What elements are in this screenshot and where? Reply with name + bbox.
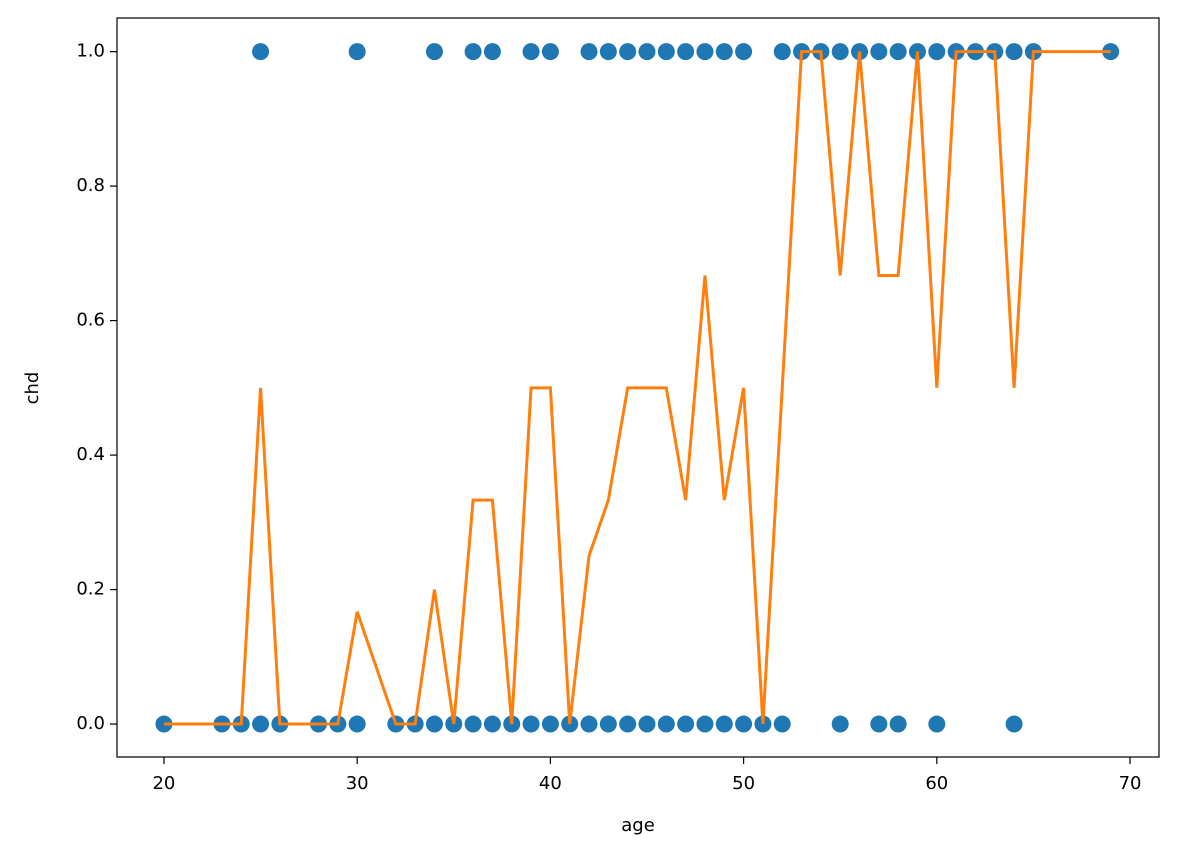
- x-tick-label: 70: [1119, 773, 1142, 794]
- y-tick-label: 0.8: [76, 175, 105, 196]
- scatter-point: [425, 43, 443, 61]
- scatter-point: [1005, 715, 1023, 733]
- scatter-point: [541, 715, 559, 733]
- scatter-point: [619, 43, 637, 61]
- scatter-point: [348, 43, 366, 61]
- scatter-point: [870, 43, 888, 61]
- x-axis-label: age: [621, 815, 655, 836]
- scatter-point: [599, 43, 617, 61]
- y-tick-label: 0.2: [76, 579, 105, 600]
- scatter-point: [928, 43, 946, 61]
- scatter-point: [252, 715, 270, 733]
- scatter-point: [464, 43, 482, 61]
- scatter-point: [638, 715, 656, 733]
- scatter-point: [657, 715, 675, 733]
- scatter-point: [735, 43, 753, 61]
- scatter-point: [580, 715, 598, 733]
- scatter-point: [483, 43, 501, 61]
- scatter-point: [831, 43, 849, 61]
- scatter-point: [889, 43, 907, 61]
- scatter-point: [638, 43, 656, 61]
- x-tick-label: 20: [152, 773, 175, 794]
- scatter-point: [522, 43, 540, 61]
- x-tick-label: 60: [925, 773, 948, 794]
- scatter-point: [580, 43, 598, 61]
- scatter-point: [252, 43, 270, 61]
- y-tick-label: 0.6: [76, 310, 105, 331]
- scatter-point: [831, 715, 849, 733]
- scatter-point: [928, 715, 946, 733]
- scatter-point: [619, 715, 637, 733]
- scatter-point: [889, 715, 907, 733]
- y-tick-label: 0.0: [76, 713, 105, 734]
- y-tick-label: 0.4: [76, 444, 105, 465]
- scatter-point: [657, 43, 675, 61]
- scatter-point: [464, 715, 482, 733]
- x-tick-label: 50: [732, 773, 755, 794]
- x-tick-label: 30: [346, 773, 369, 794]
- scatter-point: [715, 43, 733, 61]
- scatter-point: [715, 715, 733, 733]
- line: [163, 50, 1111, 726]
- scatter-point: [425, 715, 443, 733]
- scatter-point: [870, 715, 888, 733]
- scatter-point: [1005, 43, 1023, 61]
- scatter-point: [483, 715, 501, 733]
- scatter-point: [696, 715, 714, 733]
- scatter-point: [522, 715, 540, 733]
- scatter-point: [773, 715, 791, 733]
- scatter-point: [773, 43, 791, 61]
- scatter-point: [599, 715, 617, 733]
- scatter-point: [541, 43, 559, 61]
- scatter-point: [735, 715, 753, 733]
- y-axis-label: chd: [22, 372, 43, 405]
- scatter-point: [696, 43, 714, 61]
- x-tick-label: 40: [539, 773, 562, 794]
- scatter-point: [348, 715, 366, 733]
- scatter-point: [677, 715, 695, 733]
- plot-frame: [116, 17, 1160, 758]
- y-tick-label: 1.0: [76, 41, 105, 62]
- scatter-point: [677, 43, 695, 61]
